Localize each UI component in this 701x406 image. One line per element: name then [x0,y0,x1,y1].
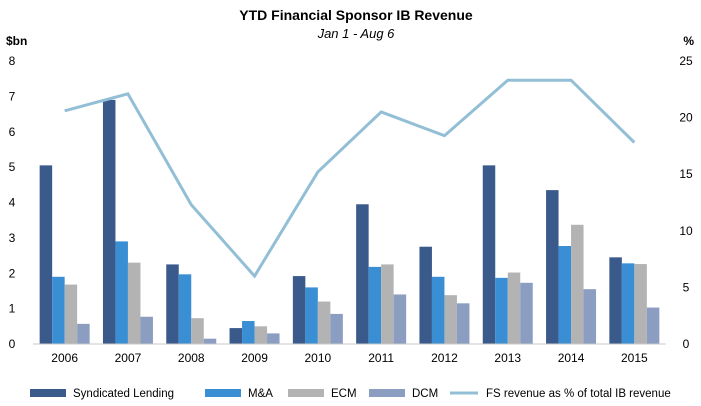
category-label: 2007 [115,351,142,365]
category-label: 2008 [178,351,205,365]
bar-m-a-2006 [52,276,65,344]
right-tick-label: 20 [679,111,693,125]
bar-dcm-2015 [646,307,660,344]
bar-dcm-2011 [393,294,407,344]
category-label: 2015 [621,351,648,365]
bar-syndicated-lending-2011 [356,204,369,344]
category-label: 2010 [304,351,331,365]
bar-dcm-2013 [520,282,533,344]
bar-dcm-2014 [583,289,597,344]
bar-m-a-2015 [621,263,635,344]
bar-dcm-2010 [330,313,343,344]
category-label: 2012 [431,351,458,365]
bar-syndicated-lending-2009 [229,328,243,344]
left-tick-label: 7 [9,89,16,103]
bar-ecm-2008 [191,318,204,344]
bar-dcm-2007 [140,316,153,344]
legend-swatch [205,389,241,397]
bar-ecm-2014 [571,224,584,344]
left-tick-label: 0 [9,337,16,351]
bar-syndicated-lending-2013 [482,165,496,344]
line-fs-revenue-pct [64,78,636,279]
category-label: 2014 [558,351,585,365]
right-axis-unit: % [683,34,694,48]
bar-syndicated-lending-2014 [546,190,559,344]
legend-label: Syndicated Lending [73,388,174,400]
bar-m-a-2014 [558,246,572,344]
bar-ecm-2013 [507,272,521,344]
right-tick-label: 5 [683,280,690,294]
bar-dcm-2008 [203,338,217,344]
left-axis-ticks: 0 1 2 3 4 5 6 7 8 [9,54,16,351]
legend-label: ECM [331,388,357,400]
bar-ecm-2006 [64,284,78,344]
bar-m-a-2011 [368,266,382,344]
chart-title: YTD Financial Sponsor IB Revenue [239,7,473,23]
legend-label: M&A [248,388,273,400]
bars [39,99,660,344]
right-tick-label: 0 [683,337,690,351]
bar-dcm-2009 [267,333,280,344]
left-tick-label: 6 [9,125,16,139]
category-label: 2011 [368,351,394,365]
right-axis-ticks: 0 5 10 15 20 25 [679,54,693,351]
bar-syndicated-lending-2015 [609,257,622,344]
bar-syndicated-lending-2008 [166,264,179,344]
bar-ecm-2010 [317,301,331,344]
left-tick-label: 3 [9,231,16,245]
left-tick-label: 4 [9,196,16,210]
left-tick-label: 2 [9,266,16,280]
bar-m-a-2013 [495,277,508,344]
bar-m-a-2012 [431,276,445,344]
legend-swatch [30,389,66,397]
right-tick-label: 25 [679,54,693,68]
bar-m-a-2008 [178,274,192,344]
bar-ecm-2009 [254,326,268,344]
left-tick-label: 1 [9,302,16,316]
bar-syndicated-lending-2006 [39,165,53,344]
legend-swatch [288,389,324,397]
bar-ecm-2011 [381,264,394,344]
bar-syndicated-lending-2007 [102,99,116,344]
bar-dcm-2012 [456,303,470,344]
bar-syndicated-lending-2012 [419,246,432,344]
legend-label: DCM [412,388,438,400]
left-tick-label: 5 [9,160,16,174]
left-tick-label: 8 [9,54,16,68]
category-label: 2006 [51,351,78,365]
legend: Syndicated Lending M&A ECM DCM FS revenue as… [30,388,671,400]
right-tick-label: 15 [679,167,693,181]
bar-dcm-2006 [77,323,90,344]
bar-ecm-2015 [634,264,647,344]
bar-syndicated-lending-2010 [292,276,306,344]
chart-subtitle: Jan 1 - Aug 6 [317,26,396,41]
category-label: 2013 [494,351,521,365]
left-axis-unit: $bn [6,34,27,48]
bar-m-a-2010 [305,287,318,344]
right-tick-label: 10 [679,224,693,238]
bar-m-a-2009 [242,321,255,344]
legend-swatch [369,389,405,397]
category-label: 2009 [241,351,268,365]
line-series [64,78,636,279]
bar-ecm-2007 [127,262,141,344]
bar-m-a-2007 [115,241,128,344]
category-labels: 2006 2007 2008 2009 2010 2011 2012 2013 2014 2015 [51,351,648,365]
legend-label: FS revenue as % of total IB revenue [486,388,671,400]
bar-ecm-2012 [444,295,457,344]
